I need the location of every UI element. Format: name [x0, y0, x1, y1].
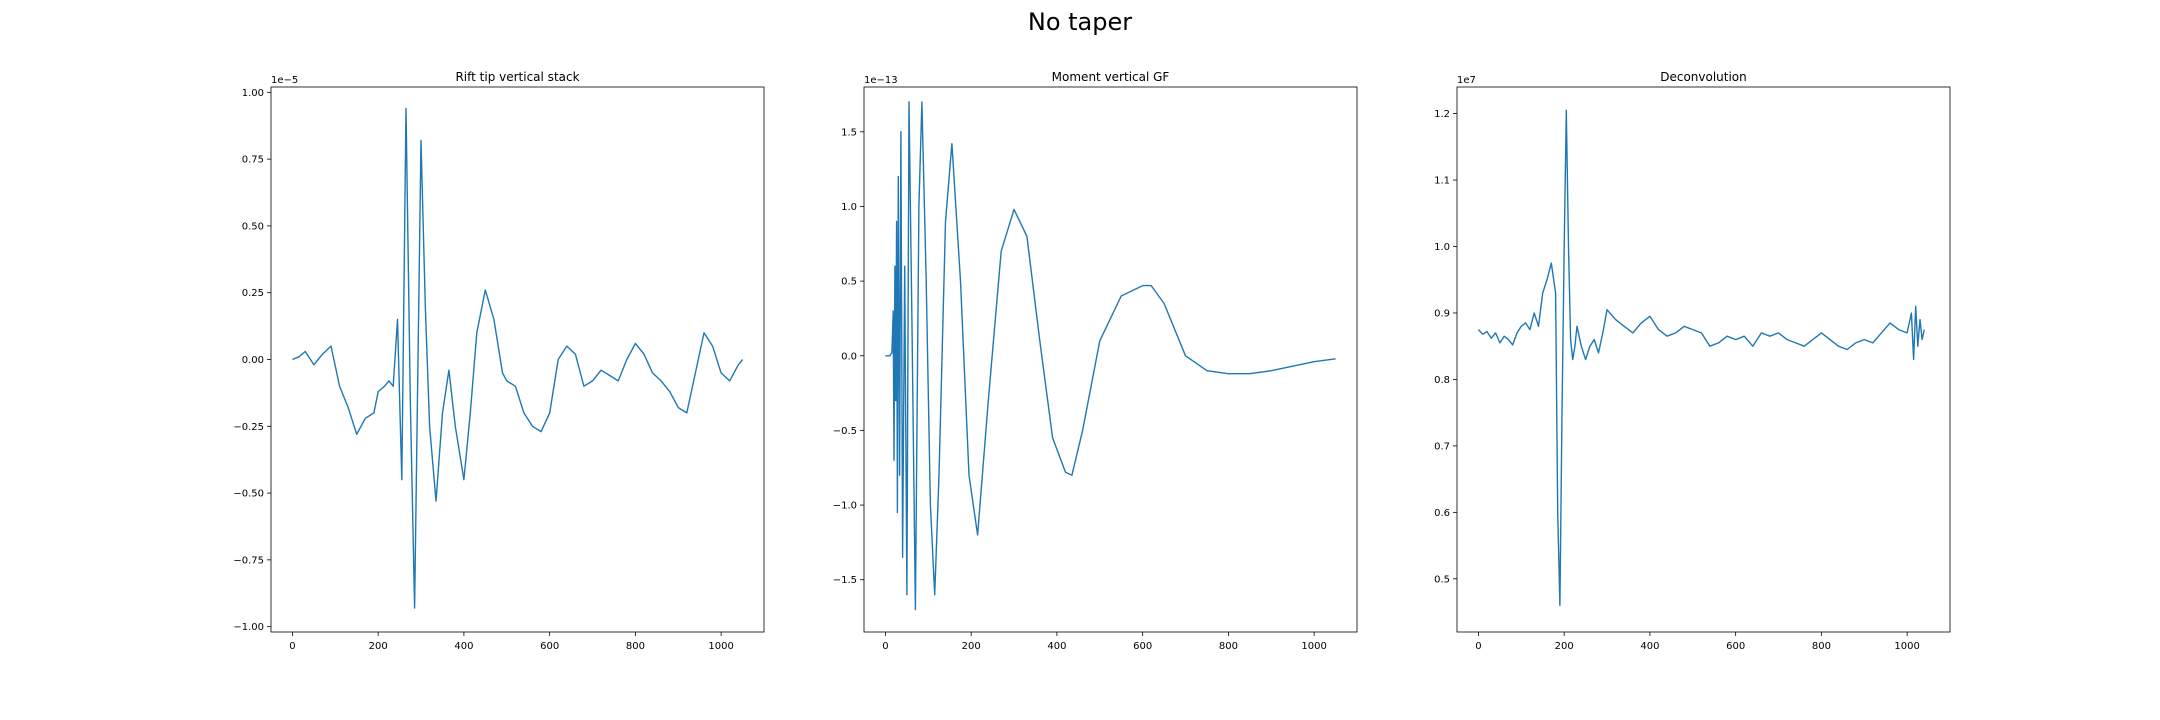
- x-tick-label: 800: [626, 641, 645, 652]
- chart-panel-2: Moment vertical GF 1e−13 0 200 400 600 800 1000…: [833, 70, 1358, 652]
- axes-frame: [863, 86, 1358, 633]
- chart-title: Deconvolution: [1660, 70, 1747, 84]
- y-tick-label: 0.9: [1434, 308, 1450, 319]
- chart-panel-1: Rift tip vertical stack 1e−5 0 200 400 600 800…: [233, 70, 765, 652]
- chart-panel-3: Deconvolution 1e7 0 200 400 600 800 1000 0.5 0.6 0…: [1434, 70, 1951, 652]
- x-tick-label: 400: [1640, 641, 1659, 652]
- y-tick-label: 0.5: [1434, 574, 1450, 585]
- y-tick-label: 0.00: [242, 355, 264, 366]
- series-line: [1477, 109, 1925, 607]
- y-tick-label: −0.75: [233, 555, 264, 566]
- y-tick-label: 0.50: [242, 221, 264, 232]
- x-tick-label: 200: [369, 641, 388, 652]
- y-tick-label: 0.75: [242, 155, 264, 166]
- x-tick-label: 600: [1133, 641, 1152, 652]
- x-tick-label: 1000: [1301, 641, 1326, 652]
- axes-frame: [270, 86, 765, 633]
- axes-frame: [1456, 86, 1951, 633]
- y-tick-label: 1.0: [1434, 242, 1450, 253]
- x-tick-label: 400: [1047, 641, 1066, 652]
- x-tick-label: 1000: [708, 641, 733, 652]
- y-tick-label: −1.5: [833, 575, 857, 586]
- y-tick-label: 1.00: [242, 88, 264, 99]
- y-tick-label: −0.25: [233, 422, 264, 433]
- x-tick-label: 400: [454, 641, 473, 652]
- y-tick-label: 0.6: [1434, 508, 1450, 519]
- y-tick-label: −1.0: [833, 501, 857, 512]
- y-tick-label: −0.5: [833, 426, 857, 437]
- y-tick-label: 1.1: [1434, 176, 1450, 187]
- x-tick-label: 1000: [1894, 641, 1919, 652]
- y-tick-label: 0.7: [1434, 441, 1450, 452]
- x-tick-label: 800: [1812, 641, 1831, 652]
- y-tick-label: 0.5: [841, 277, 857, 288]
- y-tick-label: −1.00: [233, 622, 264, 633]
- figure-suptitle: No taper: [1027, 8, 1133, 36]
- x-tick-label: 200: [1555, 641, 1574, 652]
- y-tick-label: 1.0: [841, 202, 857, 213]
- y-tick-label: −0.50: [233, 489, 264, 500]
- y-tick-label: 1.5: [841, 127, 857, 138]
- chart-title: Moment vertical GF: [1052, 70, 1170, 84]
- x-tick-label: 200: [962, 641, 981, 652]
- y-tick-label: 0.8: [1434, 375, 1450, 386]
- x-tick-label: 0: [882, 641, 888, 652]
- y-tick-label: 0.25: [242, 288, 264, 299]
- series-line: [292, 107, 744, 609]
- axis-offset-label: 1e−13: [864, 75, 898, 86]
- x-tick-label: 800: [1219, 641, 1238, 652]
- axis-offset-label: 1e7: [1457, 75, 1476, 86]
- x-tick-label: 0: [1475, 641, 1481, 652]
- axis-offset-label: 1e−5: [271, 75, 298, 86]
- series-line: [885, 101, 1336, 611]
- chart-title: Rift tip vertical stack: [455, 70, 579, 84]
- y-tick-label: 1.2: [1434, 109, 1450, 120]
- y-tick-label: 0.0: [841, 351, 857, 362]
- x-tick-label: 600: [1726, 641, 1745, 652]
- x-tick-label: 0: [289, 641, 295, 652]
- x-tick-label: 600: [540, 641, 559, 652]
